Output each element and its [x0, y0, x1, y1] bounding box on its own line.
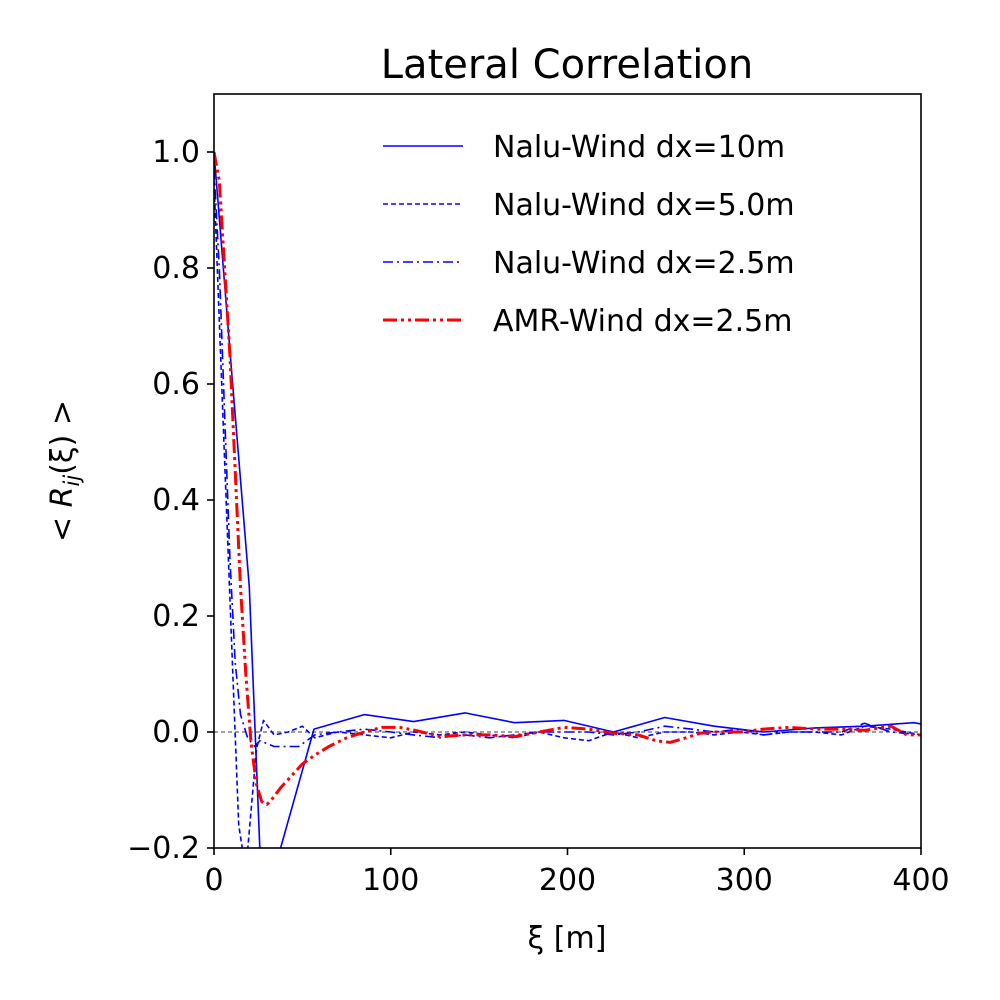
x-axis-label: ξ [m]: [528, 921, 607, 956]
y-axis-label: < Rij(ξ) >: [45, 400, 84, 542]
y-tick-label: 0.8: [152, 251, 200, 286]
x-tick-label: 300: [716, 863, 773, 898]
y-axis-label-argument: (ξ): [45, 435, 80, 475]
x-tick-label: 100: [362, 863, 419, 898]
legend-label-1: Nalu-Wind dx=10m: [493, 130, 785, 165]
x-tick-label: 200: [539, 863, 596, 898]
legend: Nalu-Wind dx=10m Nalu-Wind dx=5.0m Nalu-Wi…: [383, 130, 795, 339]
y-axis-ticks: −0.2 0.0 0.2 0.4 0.6 0.8 1.0: [127, 135, 214, 866]
x-tick-label: 400: [892, 863, 949, 898]
y-tick-label: 0.2: [152, 599, 200, 634]
series-line-4: [214, 151, 921, 806]
y-axis-label-subscript: ij: [60, 475, 84, 487]
y-axis-label-symbol: R: [45, 486, 80, 507]
y-tick-label: 0.4: [152, 483, 200, 518]
y-tick-label: −0.2: [127, 831, 200, 866]
x-tick-label: 0: [204, 863, 223, 898]
series-layer: [214, 151, 921, 848]
y-axis-label-prefix: <: [45, 507, 80, 542]
legend-label-3: Nalu-Wind dx=2.5m: [493, 246, 795, 281]
series-line-2: [214, 180, 921, 848]
legend-label-2: Nalu-Wind dx=5.0m: [493, 188, 795, 223]
chart-title: Lateral Correlation: [381, 42, 753, 88]
y-axis-label-suffix: >: [45, 400, 80, 435]
y-tick-label: 0.6: [152, 367, 200, 402]
y-tick-label: 0.0: [152, 715, 200, 750]
legend-label-4: AMR-Wind dx=2.5m: [493, 304, 792, 339]
y-tick-label: 1.0: [152, 135, 200, 170]
x-axis-ticks: 0 100 200 300 400: [204, 848, 950, 898]
series-line-1: [214, 151, 921, 848]
